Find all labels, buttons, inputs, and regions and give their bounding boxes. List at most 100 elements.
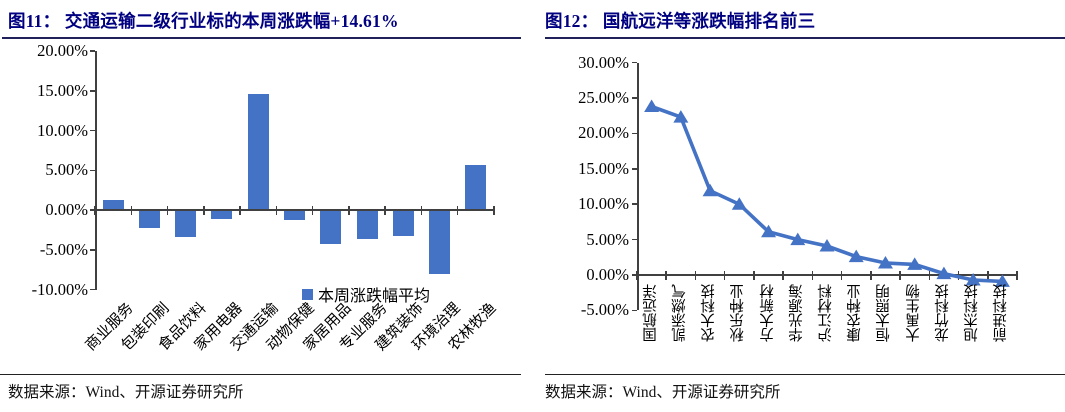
triangle-marker-农大科技 <box>702 183 718 197</box>
x-axis-tick <box>782 270 784 280</box>
y-axis-tick <box>632 274 637 276</box>
triangle-marker-旭杰科技 <box>965 272 981 286</box>
x-category-label: 大禹生物 <box>905 284 922 342</box>
x-axis-tick <box>753 270 755 280</box>
triangle-marker-前进科技 <box>994 274 1010 287</box>
x-category-label: 沪江材料 <box>818 284 834 342</box>
bar-建筑装饰 <box>392 210 414 237</box>
y-axis-tick-label: 5.00% <box>586 229 629 249</box>
figure-12-title: 图12： 国航远洋等涨跌幅排名前三 <box>545 11 816 31</box>
y-axis-tick <box>632 97 637 99</box>
y-axis-tick-label: 15.00% <box>578 158 629 178</box>
y-axis-tick-label: -5.00% <box>39 239 88 259</box>
bar-动物保健 <box>284 210 305 220</box>
figure-12-panel: 图12： 国航远洋等涨跌幅排名前三 30.00% 25.00% 20.00% 15.0… <box>533 0 1065 412</box>
bar-家居用品 <box>320 210 342 245</box>
bar-专业服务 <box>356 210 378 239</box>
x-axis-tick <box>275 205 278 215</box>
y-axis-tick <box>90 90 95 92</box>
figure-12-footer-rule <box>545 374 1065 376</box>
bar-农林牧渔 <box>465 164 487 210</box>
y-axis-tick <box>90 169 95 171</box>
x-axis-tick <box>723 270 726 280</box>
y-axis-line <box>637 62 639 311</box>
y-axis-tick <box>90 249 95 251</box>
x-axis-tick <box>928 270 931 280</box>
triangle-marker-方大新材 <box>761 224 777 238</box>
triangle-marker-凯添燃气 <box>673 110 689 123</box>
triangle-marker-恒太照明 <box>877 255 893 269</box>
figure-11-title: 图11： 交通运输二级行业标的本周涨跌幅+14.61% <box>8 11 399 31</box>
y-axis-tick-label: 0.00% <box>586 265 629 284</box>
y-axis-tick-label: 10.00% <box>578 194 629 214</box>
legend-label: 本周涨跌幅平均 <box>318 288 431 305</box>
x-axis-tick <box>899 270 901 280</box>
triangle-marker-华光源海 <box>790 232 806 246</box>
y-axis-tick <box>90 129 95 132</box>
y-axis-tick-label: 10.00% <box>37 120 88 140</box>
y-axis-tick-label: 20.00% <box>37 41 88 60</box>
x-axis-tick <box>987 270 989 280</box>
figure-12-title-rule <box>545 37 1065 39</box>
y-axis-tick-label: -5.00% <box>580 300 629 320</box>
y-axis-tick <box>632 309 637 312</box>
triangle-marker-龙竹科技 <box>936 266 952 280</box>
y-axis-tick-label: 20.00% <box>578 123 629 143</box>
x-axis-tick <box>384 205 386 215</box>
y-axis-tick <box>632 132 637 135</box>
y-axis-tick-label: 25.00% <box>578 88 629 107</box>
y-axis-line <box>95 51 97 290</box>
line-chart-top-gainers: 30.00% 25.00% 20.00% 15.00% 10.00% 5.00% 0.00%… <box>533 0 1065 412</box>
x-axis-tick <box>420 205 423 215</box>
y-axis-tick <box>632 238 637 241</box>
triangle-marker-康农种业 <box>848 249 864 263</box>
x-axis-tick <box>636 270 638 280</box>
bar-环境治理 <box>429 210 451 275</box>
triangle-marker-国航远洋 <box>644 99 660 112</box>
x-category-label: 国航远洋 <box>642 284 659 342</box>
x-axis-tick <box>811 270 814 280</box>
line-series-svg <box>644 99 1010 287</box>
triangle-marker-秋乐种业 <box>731 197 747 210</box>
y-axis-tick <box>90 50 95 52</box>
bar-家用电器 <box>211 210 233 219</box>
x-axis-line <box>95 209 494 211</box>
x-category-label: 秋乐种业 <box>730 284 747 342</box>
x-category-label: 龙竹科技 <box>934 284 951 342</box>
x-axis-tick <box>493 205 495 215</box>
x-axis-tick <box>348 205 350 215</box>
x-category-label: 恒太照明 <box>876 284 893 342</box>
bar-交通运输 <box>247 93 269 210</box>
x-axis-tick <box>665 270 667 280</box>
x-axis-line <box>637 274 1017 276</box>
triangle-marker-沪江材料 <box>819 238 835 252</box>
x-category-label: 旭杰科技 <box>964 284 981 342</box>
x-category-label: 康农种业 <box>847 284 864 342</box>
y-axis-tick-label: 5.00% <box>45 160 88 180</box>
y-axis-tick <box>632 61 637 64</box>
bar-包装印刷 <box>138 210 160 229</box>
y-axis-tick <box>90 288 95 291</box>
x-axis-tick <box>870 270 872 280</box>
x-category-label: 凯添燃气 <box>671 284 688 342</box>
x-axis-tick <box>203 205 205 215</box>
x-axis-tick <box>456 205 459 215</box>
x-category-label: 方大新材 <box>759 284 776 342</box>
x-category-label: 农大科技 <box>701 284 718 342</box>
figure-11-title-rule <box>2 37 521 39</box>
bar-商业服务 <box>102 200 124 210</box>
figure-11-footer-rule <box>0 374 521 376</box>
x-axis-tick <box>311 205 314 215</box>
bar-chart-legend: 本周涨跌幅平均 <box>302 282 430 306</box>
x-axis-tick <box>840 270 843 280</box>
x-category-label: 华光源海 <box>788 284 805 342</box>
y-axis-tick-label: 30.00% <box>578 52 629 72</box>
y-axis-tick <box>632 168 637 170</box>
x-category-label: 前进科技 <box>993 284 1010 342</box>
y-axis-tick-label: 15.00% <box>37 80 88 100</box>
triangle-marker-大禹生物 <box>907 257 923 270</box>
bar-食品饮料 <box>175 210 197 238</box>
x-axis-tick <box>239 205 241 215</box>
x-axis-tick <box>694 270 697 280</box>
x-axis-tick <box>130 205 133 215</box>
